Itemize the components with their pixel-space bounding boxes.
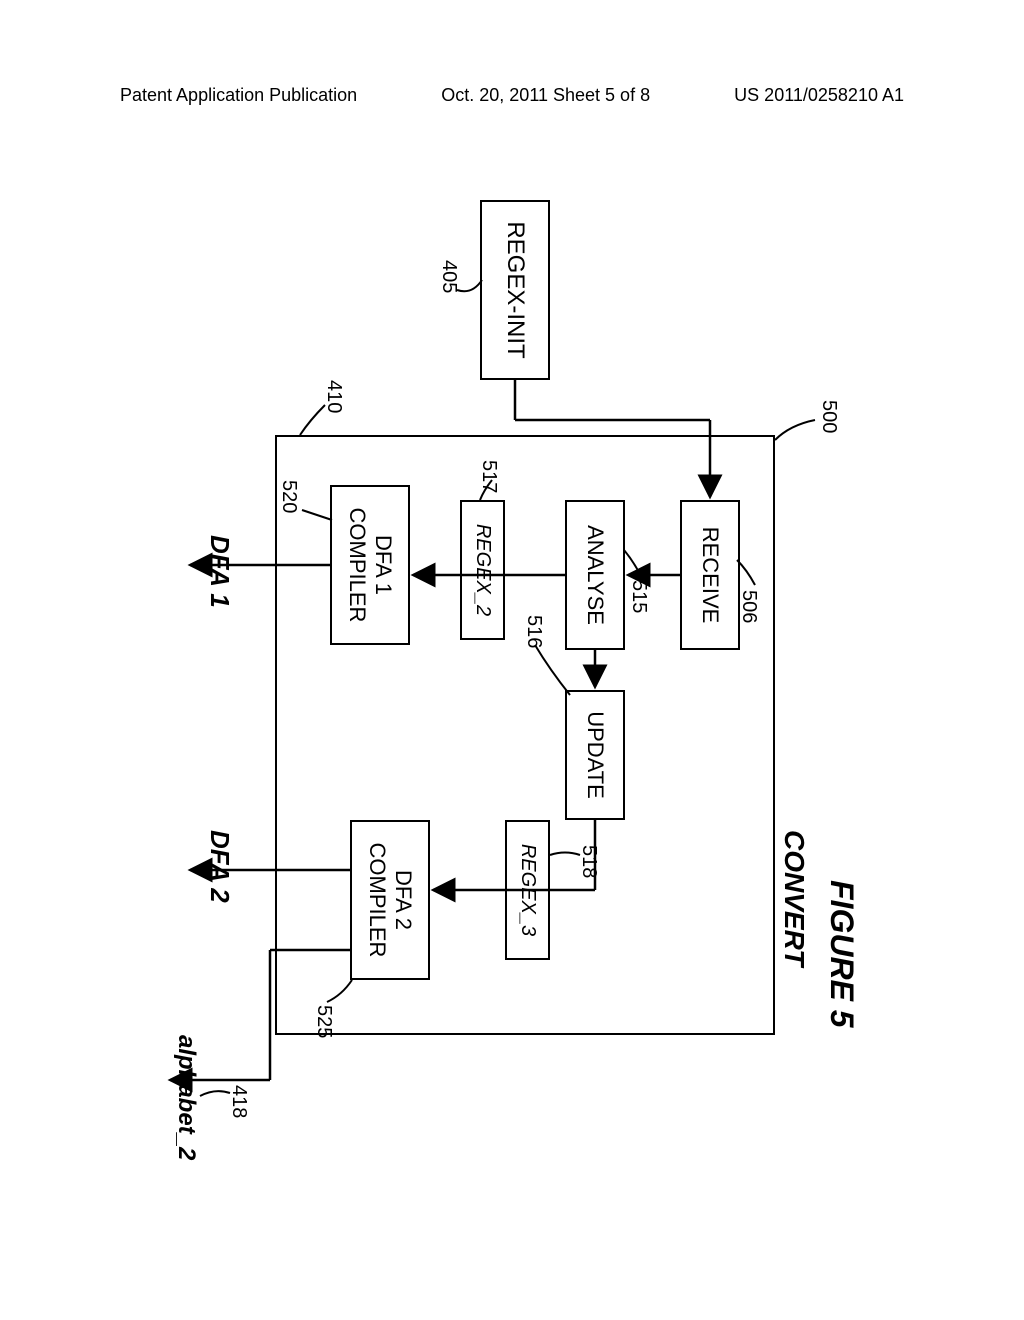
arrows (120, 180, 900, 1180)
header-right: US 2011/0258210 A1 (734, 85, 904, 106)
diagram-container: FIGURE 5 500 REGEX-INIT 405 CONVERT 410 … (10, 290, 1010, 1070)
header-center: Oct. 20, 2011 Sheet 5 of 8 (441, 85, 650, 106)
header-left: Patent Application Publication (120, 85, 357, 106)
page-header: Patent Application Publication Oct. 20, … (0, 85, 1024, 106)
diagram: FIGURE 5 500 REGEX-INIT 405 CONVERT 410 … (120, 180, 900, 1180)
